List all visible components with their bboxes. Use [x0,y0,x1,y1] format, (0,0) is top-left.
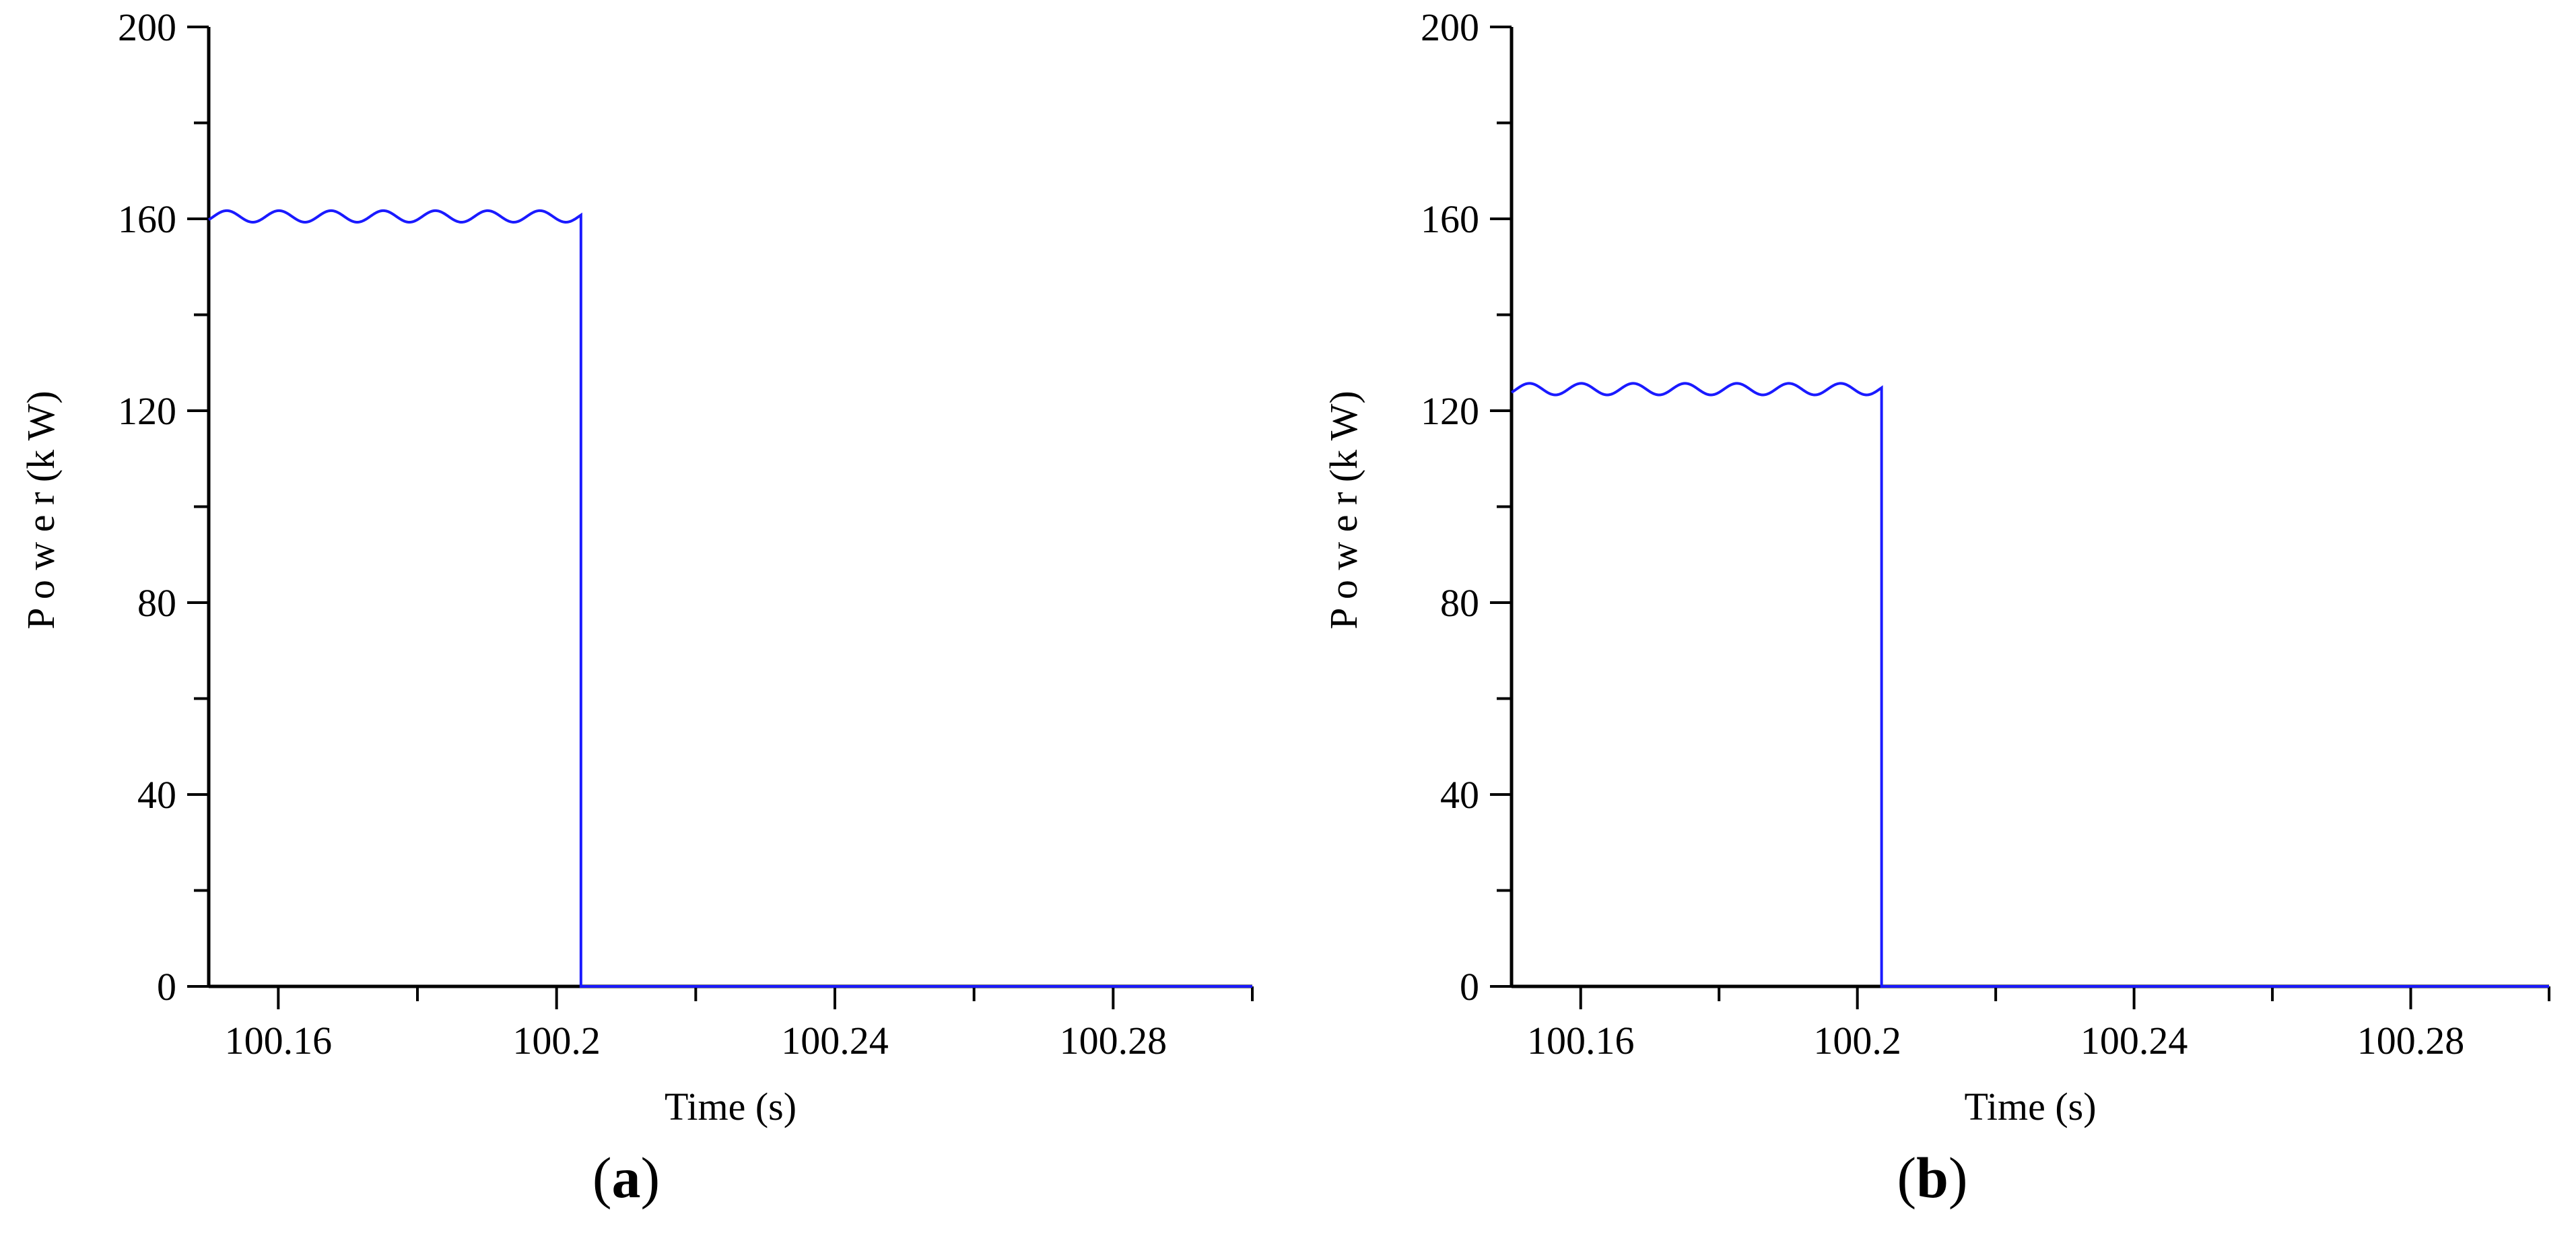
y-tick-label: 160 [118,197,176,241]
y-axis-title: P o w e r (k W) [1322,391,1365,629]
y-tick-label: 0 [157,965,176,1009]
y-tick-label: 0 [1460,965,1479,1009]
x-tick-label: 100.16 [225,1019,333,1062]
y-tick-label: 40 [137,773,176,817]
power-series-line [1510,382,2549,988]
y-tick-label: 120 [118,389,176,433]
x-tick-label: 100.24 [2080,1019,2188,1062]
power-series-line [207,209,1252,988]
y-axis-title: P o w e r (k W) [19,391,63,629]
x-tick-label: 100.28 [2357,1019,2465,1062]
y-tick-label: 40 [1440,773,1479,817]
y-tick-label: 120 [1421,389,1479,433]
chart-panel-a: 0 40 80 120 160 200 100.16 100.2 100.24 100.28 Tim… [19,5,1254,1210]
panel-label: (a) [592,1145,660,1210]
x-tick-label: 100.28 [1060,1019,1167,1062]
x-tick-label: 100.16 [1527,1019,1635,1062]
x-tick-label: 100.2 [512,1019,601,1062]
y-tick-label: 80 [1440,581,1479,625]
y-tick-label: 200 [1421,5,1479,49]
y-tick-label: 200 [118,5,176,49]
y-tick-label: 80 [137,581,176,625]
x-tick-label: 100.2 [1813,1019,1901,1062]
x-axis-title: Time (s) [665,1085,796,1128]
panel-label: (b) [1897,1145,1967,1210]
chart-panel-b: 0 40 80 120 160 200 100.16 100.2 100.24 100.28 Tim… [1322,5,2550,1210]
y-tick-label: 160 [1421,197,1479,241]
x-tick-label: 100.24 [781,1019,889,1062]
x-axis-title: Time (s) [1964,1085,2096,1128]
